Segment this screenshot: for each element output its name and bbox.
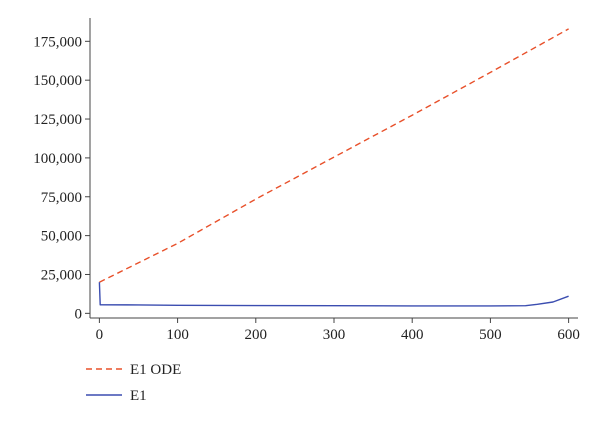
x-tick-label: 600 [557, 327, 580, 343]
y-tick-label: 75,000 [41, 190, 82, 206]
x-ticks: 0 100 200 300 400 500 600 [96, 318, 580, 343]
y-tick-label: 50,000 [41, 229, 82, 245]
y-ticks: 0 25,000 50,000 75,000 100,000 125,000 150,000… [33, 34, 90, 322]
y-tick-label: 150,000 [33, 73, 82, 89]
series-line-e1-ode [99, 28, 569, 283]
x-tick-label: 200 [245, 327, 268, 343]
y-tick-label: 0 [75, 306, 83, 322]
legend-label: E1 [130, 388, 147, 404]
x-tick-label: 500 [479, 327, 502, 343]
y-tick-label: 175,000 [33, 34, 82, 50]
y-tick-label: 125,000 [33, 112, 82, 128]
x-tick-label: 400 [401, 327, 424, 343]
legend-label: E1 ODE [130, 362, 181, 378]
x-tick-label: 100 [166, 327, 189, 343]
x-tick-label: 0 [96, 327, 104, 343]
y-tick-label: 100,000 [33, 151, 82, 167]
legend: E1 ODE E1 [86, 362, 181, 404]
series-layer [98, 28, 569, 307]
y-tick-label: 25,000 [41, 267, 82, 283]
axes [89, 18, 578, 319]
x-tick-label: 300 [323, 327, 346, 343]
series-line-e1 [98, 282, 569, 307]
